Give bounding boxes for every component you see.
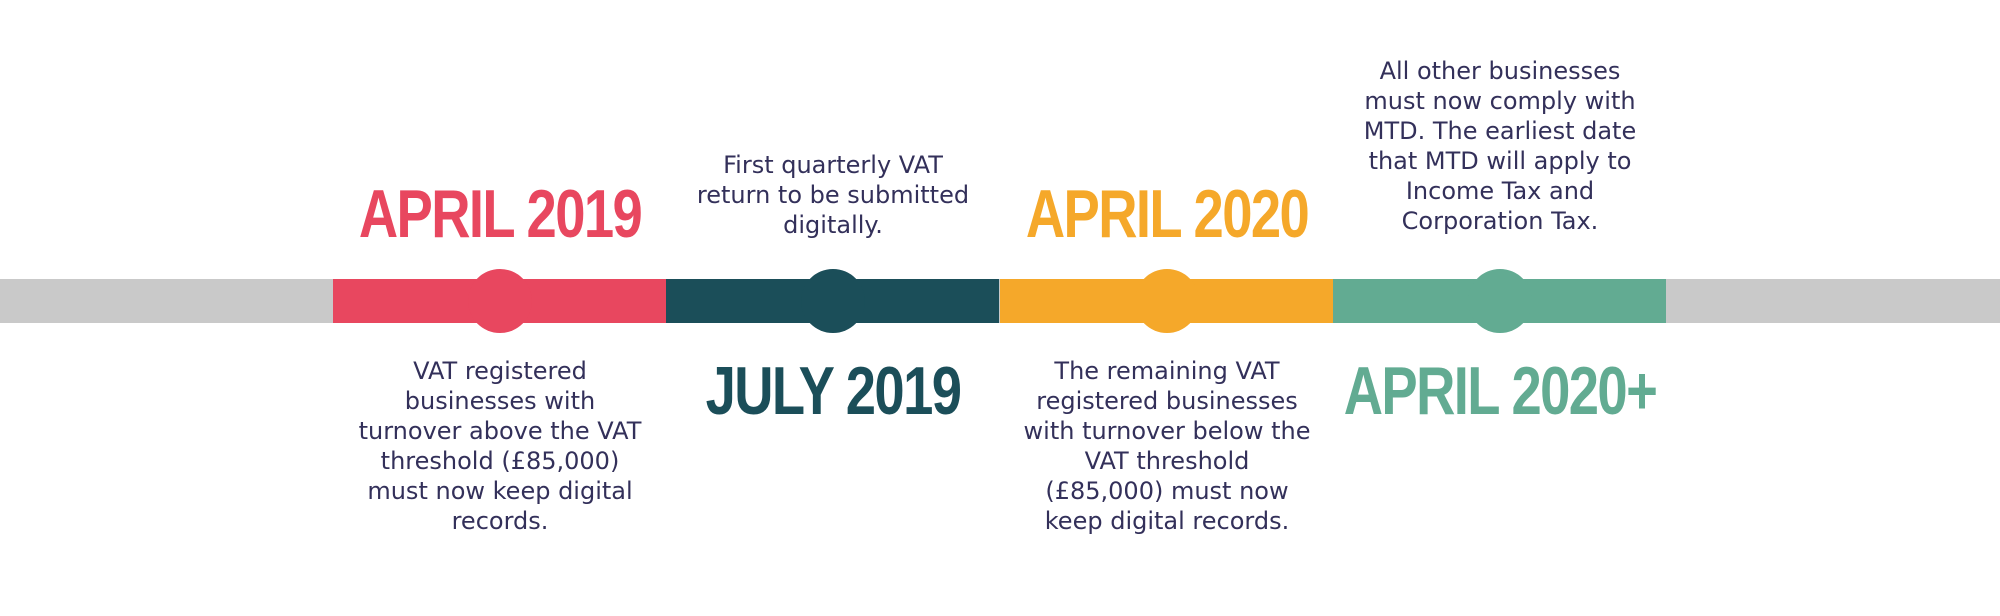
milestone-dot-april-2019 [468,269,532,333]
milestone-dot-april-2020-plus [1468,269,1532,333]
milestone-date-july-2019: JULY 2019 [705,353,962,429]
milestone-date-april-2020-plus: APRIL 2020+ [1343,353,1658,429]
milestone-dot-july-2019 [801,269,865,333]
milestone-description-july-2019: First quarterly VAT return to be submitt… [696,151,970,239]
milestone-date-april-2020: APRIL 2020 [1025,176,1310,252]
milestone-description-april-2020-plus: All other businesses must now comply wit… [1363,57,1637,235]
milestone-description-april-2020: The remaining VAT registered businesses … [1023,357,1311,535]
milestone-dot-april-2020 [1135,269,1199,333]
milestone-description-april-2019: VAT registered businesses with turnover … [358,357,642,535]
milestone-date-april-2019: APRIL 2019 [358,176,643,252]
